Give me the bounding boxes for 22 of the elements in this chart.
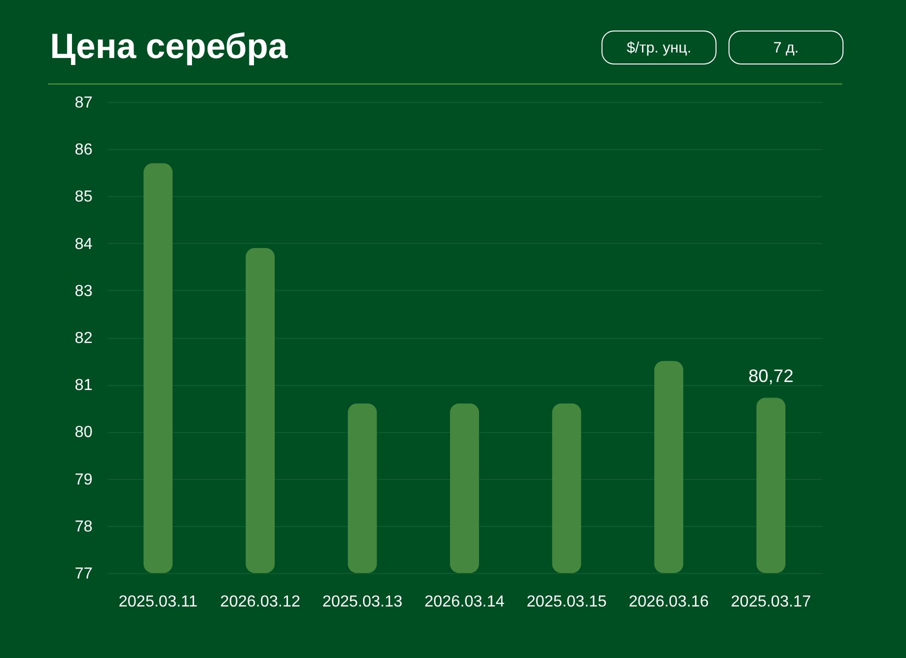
y-tick-label: 86 [74, 142, 93, 159]
y-tick-label: 78 [74, 518, 93, 536]
x-tick-label: 2026.03.16 [628, 594, 709, 610]
x-tick-label: 2026.03.14 [424, 594, 505, 610]
text: $/тр. унц. [626, 40, 692, 56]
y-tick-label: 77 [74, 566, 93, 582]
x-tick-label: 2025.03.17 [730, 594, 812, 610]
y-tick-label: 80 [74, 424, 93, 442]
y-tick-label: 83 [74, 282, 93, 300]
text: 7 д. [773, 40, 799, 56]
chart-title: Цена серебра [50, 27, 288, 66]
x-tick-label: 2025.03.15 [526, 594, 607, 610]
data-label: 80,72 [748, 366, 794, 386]
x-tick-label: 2026.03.12 [220, 594, 300, 610]
y-tick-label: 84 [74, 236, 93, 253]
x-tick-label: 2025.03.11 [118, 594, 198, 610]
y-tick-label: 81 [74, 377, 93, 394]
y-tick-label: 79 [74, 471, 93, 488]
x-tick-label: 2025.03.13 [322, 594, 402, 610]
y-tick-label: 87 [74, 94, 93, 112]
y-tick-label: 82 [74, 330, 93, 347]
y-tick-label: 85 [74, 188, 93, 206]
